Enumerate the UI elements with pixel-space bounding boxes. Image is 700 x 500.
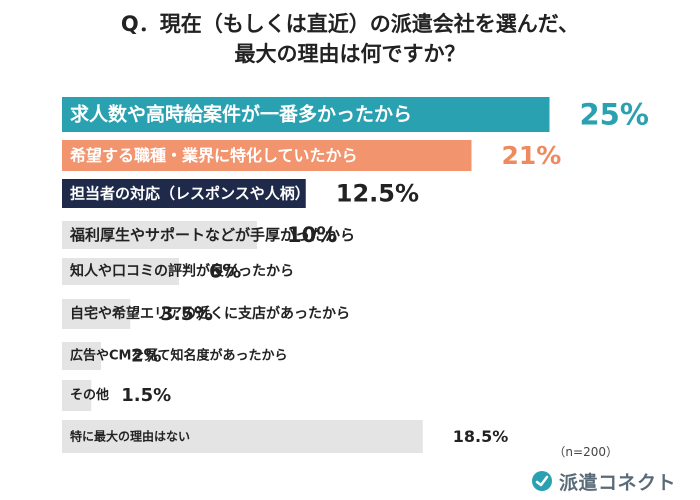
value-label: 1.5% [121,385,171,406]
logo-text: 派遣コネクト [558,471,676,494]
value-label: 2% [131,346,162,367]
value-label: 12.5% [336,180,419,208]
category-label: 特に最大の理由はない [70,429,190,444]
category-label: 福利厚生やサポートなどが手厚かったから [69,226,355,244]
value-label: 6% [209,261,241,283]
category-label: その他 [70,387,109,403]
category-label: 求人数や高時給案件が一番多かったから [70,103,412,126]
bar [62,299,131,329]
bar [62,179,306,208]
value-label: 21% [502,141,562,170]
chart-title-line2: 最大の理由は何ですか？ [234,42,466,66]
bar [62,221,257,249]
category-label: 自宅や希望エリアの近くに支店があったから [70,305,350,322]
bar [62,420,423,453]
value-label: 3.5% [160,303,213,325]
category-label: 知人や口コミの評判が良かったから [70,263,294,280]
category-label: 担当者の対応（レスポンスや人柄）が良かったから [70,185,415,203]
bar [62,258,179,285]
bar [62,140,472,171]
category-label: 広告やCMを見て知名度があったから [70,348,287,364]
bar [62,97,550,132]
bar [62,342,101,370]
brand-logo: 派遣コネクト [531,468,676,494]
category-label: 希望する職種・業界に特化していたから [70,146,358,165]
chart-title-line1: Q．現在（もしくは直近）の派遣会社を選んだ、 [120,12,580,36]
value-label: 10% [287,223,337,247]
sample-size-note: （n=200） [553,445,618,459]
logo-mark-icon [531,471,552,491]
value-label: 18.5% [453,427,509,446]
value-label: 25% [580,98,649,132]
bar [62,380,92,411]
